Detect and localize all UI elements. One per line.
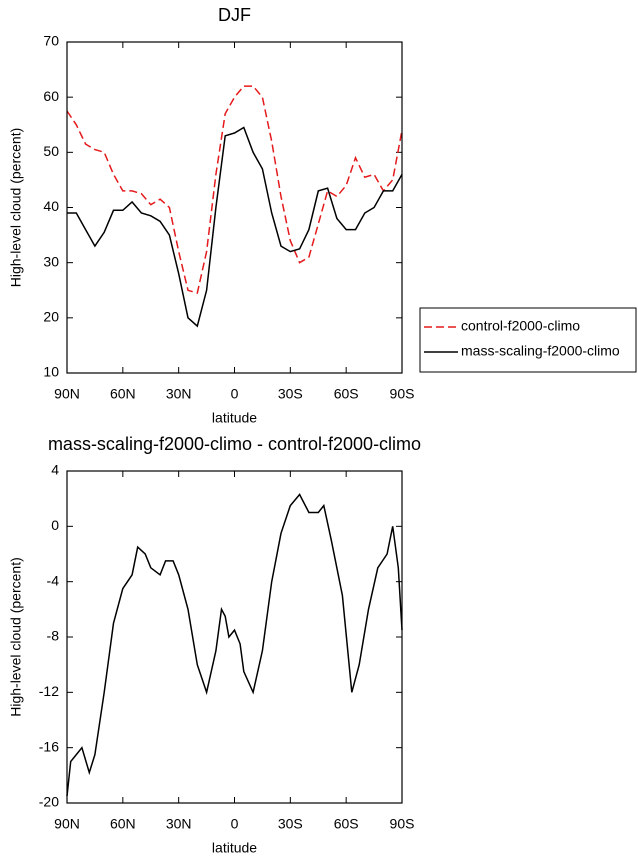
chart: DJF latitude High-level cloud (percent) 10 2… bbox=[8, 5, 637, 426]
line bbox=[67, 126, 403, 328]
x-tick-label: 30N bbox=[166, 386, 192, 402]
legend-box bbox=[419, 307, 637, 373]
x-tick-label: 0 bbox=[231, 816, 239, 832]
x-tick-label: 30S bbox=[278, 386, 303, 402]
y-tick-label: 70 bbox=[43, 33, 59, 49]
y-tick-label: -16 bbox=[39, 738, 59, 754]
chart-title: DJF bbox=[218, 5, 251, 25]
y-tick-label: -8 bbox=[47, 628, 60, 644]
y-tick-label: 0 bbox=[51, 517, 59, 533]
y-tick-label: 50 bbox=[43, 143, 59, 159]
y-tick-label: 60 bbox=[43, 88, 59, 104]
y-tick-label: 4 bbox=[51, 462, 59, 478]
plot-frame bbox=[66, 41, 403, 374]
y-tick-label: -12 bbox=[39, 683, 59, 699]
x-tick-label: 60N bbox=[110, 386, 136, 402]
x-axis-label: latitude bbox=[212, 410, 257, 426]
line bbox=[66, 85, 403, 294]
x-tick-label: 90S bbox=[390, 816, 415, 832]
y-tick-label: -20 bbox=[39, 794, 59, 810]
legend-label: control-f2000-climo bbox=[461, 318, 580, 334]
legend: control-f2000-climo mass-scaling-f2000-cl… bbox=[419, 307, 637, 373]
y-tick-label: 40 bbox=[43, 198, 59, 214]
y-axis-label: High-level cloud (percent) bbox=[8, 557, 24, 717]
y-tick-label: 20 bbox=[43, 309, 59, 325]
x-tick-label: 30S bbox=[278, 816, 303, 832]
y-tick-label: 30 bbox=[43, 253, 59, 269]
x-tick-label: 60S bbox=[334, 816, 359, 832]
x-tick-label: 90N bbox=[54, 386, 80, 402]
x-tick-label: 90N bbox=[54, 816, 80, 832]
legend-label: mass-scaling-f2000-climo bbox=[461, 343, 620, 359]
plot-frame bbox=[66, 470, 403, 804]
x-tick-label: 30N bbox=[166, 816, 192, 832]
x-tick-label: 60N bbox=[110, 816, 136, 832]
y-tick-label: -4 bbox=[47, 572, 60, 588]
x-tick-label: 0 bbox=[231, 386, 239, 402]
x-tick-label: 90S bbox=[390, 386, 415, 402]
y-tick-label: 10 bbox=[43, 364, 59, 380]
y-axis-label: High-level cloud (percent) bbox=[8, 128, 24, 288]
chart-title: mass-scaling-f2000-climo - control-f2000… bbox=[48, 434, 421, 454]
x-axis-label: latitude bbox=[212, 840, 257, 856]
line bbox=[66, 493, 403, 797]
chart: mass-scaling-f2000-climo - control-f2000… bbox=[8, 434, 421, 856]
x-tick-label: 60S bbox=[334, 386, 359, 402]
